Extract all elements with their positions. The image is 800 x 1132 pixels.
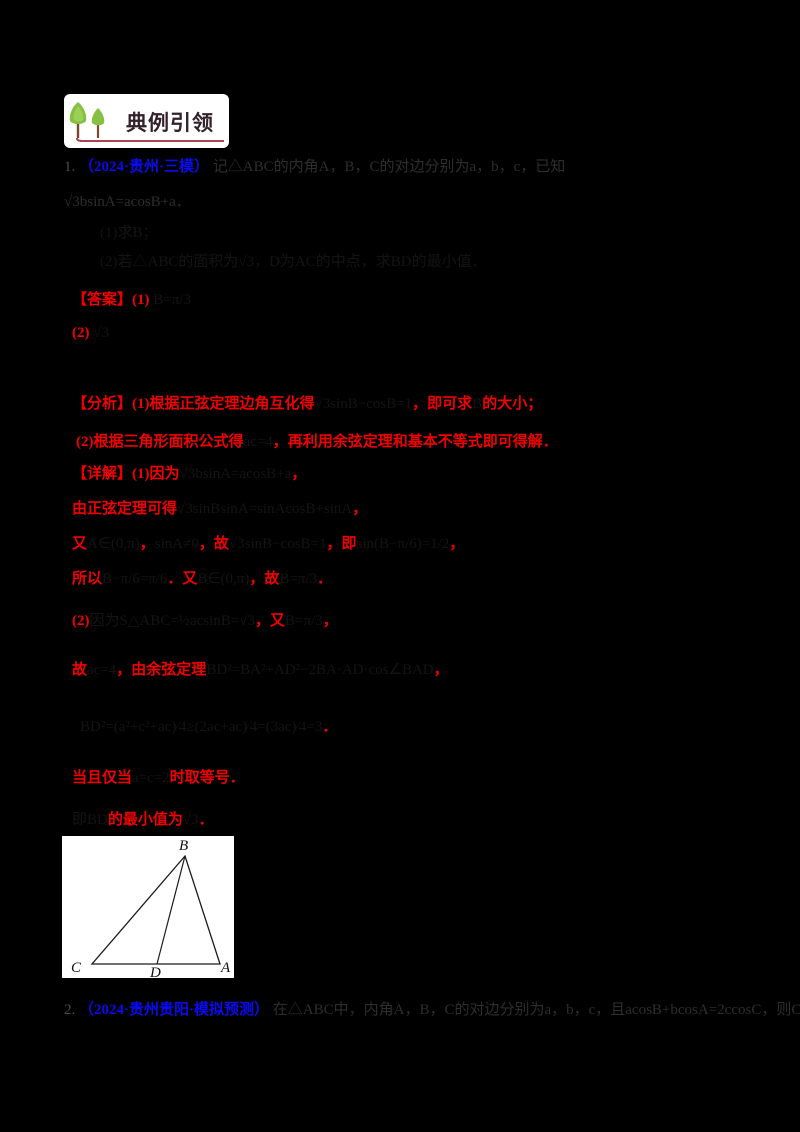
section-title: 典例引领 <box>126 112 214 135</box>
detail-line8: 当且仅当a=c=2时取等号． <box>72 766 245 787</box>
detail-l8c: 时取等号． <box>169 770 245 786</box>
vertex-label-C: C <box>71 960 82 976</box>
detail-line9: 即BD的最小值为√3． <box>72 808 214 829</box>
analysis-l2b: ac=4 <box>243 434 273 450</box>
problem1-statement: 记△ABC的内角A，B，C的对边分别为a，b，c，已知 <box>212 159 566 175</box>
detail-l3e: ，故 <box>198 536 229 552</box>
detail-line1: 【详解】(1)因为√3bsinA=acosB+a， <box>72 462 306 483</box>
answer-label: 【答案】(1) <box>72 292 150 308</box>
detail-l6e: ， <box>433 662 449 678</box>
analysis-line2: (2)根据三角形面积公式得ac=4，再利用余弦定理和基本不等式即可得解． <box>76 430 558 451</box>
detail-l6d: BD²=BA²+AD²−2BA·AD·cos∠BAD <box>206 662 434 678</box>
detail-l9a: 即BD <box>72 812 108 828</box>
problem1-q2: (2)若△ABC的面积为√3，D为AC的中点，求BD的最小值． <box>100 250 487 271</box>
detail-l2a: 由正弦定理可得 <box>72 501 178 517</box>
detail-l4g: ． <box>317 571 333 587</box>
detail-line7: BD²=(a²+c²+ac)∕4≥(2ac+ac)∕4=(3ac)∕4=3． <box>80 715 337 736</box>
analysis-l1a: 【分析】(1)根据正弦定理边角互化得 <box>72 396 315 412</box>
analysis-line1: 【分析】(1)根据正弦定理边角互化得√3sinB−cosB=1，即可求B的大小； <box>72 392 542 413</box>
detail-l7b: ． <box>322 719 338 735</box>
analysis-l1b: √3sinB−cosB=1 <box>314 396 413 412</box>
problem1-line2: √3bsinA=acosB+a． <box>64 190 191 211</box>
detail-l6a: 故 <box>72 662 88 678</box>
detail-l2b: √3sinBsinA=sinAcosB+sinA <box>177 501 353 517</box>
detail-l1a: 【详解】(1)因为 <box>72 466 180 482</box>
detail-l5d: 又 <box>269 613 285 629</box>
answer-label2: (2) <box>72 325 90 341</box>
problem1-statement-math: √3bsinA=acosB+a． <box>64 194 191 210</box>
vertex-label-A: A <box>220 960 231 976</box>
detail-line2: 由正弦定理可得√3sinBsinA=sinAcosB+sinA， <box>72 497 367 518</box>
detail-l4e: ，故 <box>249 571 280 587</box>
section-header: 典例引领 <box>64 94 229 148</box>
trees-icon <box>69 102 224 142</box>
problem2-line1: 2. （2024·贵州贵阳·模拟预测） 在△ABC中，内角A，B，C的对边分别为… <box>64 998 800 1019</box>
analysis-l1e: 的大小； <box>482 396 543 412</box>
detail-l1b: √3bsinA=acosB+a <box>179 466 292 482</box>
detail-l1c: ， <box>291 466 307 482</box>
problem1-line1: 1. （2024·贵州·三模） 记△ABC的内角A，B，C的对边分别为a，b，c… <box>64 155 565 176</box>
answer-value2: √3 <box>93 325 109 341</box>
detail-l7a: BD²=(a²+c²+ac)∕4≥(2ac+ac)∕4=(3ac)∕4=3 <box>80 719 323 735</box>
detail-l8a: 当且仅当 <box>72 770 133 786</box>
triangle-diagram: B C D A <box>62 836 234 981</box>
detail-l9b: 的最小值为 <box>107 812 183 828</box>
analysis-l1c: ，即可求 <box>412 396 473 412</box>
detail-l3d: sinA≠0 <box>154 536 199 552</box>
detail-l3a: 又 <box>72 536 88 552</box>
detail-l3i: ， <box>449 536 465 552</box>
problem1-source-tag: （2024·贵州·三模） <box>79 159 210 175</box>
detail-line3: 又A∈(0,π)，sinA≠0，故√3sinB−cosB=1，即sin(B−π/… <box>72 532 464 553</box>
detail-line4: 所以B−π/6=π/6．又B∈(0,π)，故B=π/3． <box>72 567 332 588</box>
detail-l5e: B=π/3 <box>284 613 323 629</box>
detail-l4b: B−π/6=π/6 <box>102 571 168 587</box>
vertex-label-D: D <box>149 965 161 978</box>
detail-l4f: B=π/3 <box>279 571 318 587</box>
detail-l4c: ．又 <box>167 571 198 587</box>
answer-line2: (2) √3 <box>72 325 109 342</box>
problem2-source-tag: （2024·贵州贵阳·模拟预测） <box>79 1002 270 1018</box>
detail-l3f: √3sinB−cosB=1 <box>228 536 327 552</box>
problem2-number: 2. <box>64 1002 76 1018</box>
detail-l2c: ， <box>352 501 368 517</box>
detail-l3h: sin(B−π/6)=1/2 <box>356 536 450 552</box>
problem1-q1: (1)求B； <box>100 221 158 242</box>
detail-l4d: B∈(0,π) <box>197 571 250 587</box>
detail-line6: 故ac=4，由余弦定理BD²=BA²+AD²−2BA·AD·cos∠BAD， <box>72 658 449 679</box>
detail-l9d: ． <box>198 812 214 828</box>
analysis-l2c: ，再利用余弦定理和基本不等式即可得解． <box>272 434 558 450</box>
detail-line5: (2)因为S△ABC=½acsinB=√3，又B=π/3， <box>72 609 338 630</box>
detail-l6b: ac=4 <box>87 662 117 678</box>
problem1-q2-text: (2)若△ABC的面积为√3，D为AC的中点，求BD的最小值． <box>100 254 487 270</box>
detail-l3b: A∈(0,π) <box>87 536 140 552</box>
analysis-l2a: (2)根据三角形面积公式得 <box>76 434 244 450</box>
detail-l5b: 因为S△ABC=½acsinB=√3 <box>89 613 255 629</box>
detail-l5c: ， <box>254 613 270 629</box>
answer-value1: B=π/3 <box>153 292 191 308</box>
detail-l5f: ， <box>322 613 338 629</box>
problem1-number: 1. <box>64 159 76 175</box>
detail-l9c: √3 <box>182 812 199 828</box>
detail-l8b: a=c=2 <box>132 770 170 786</box>
problem1-q1-text: (1)求B； <box>100 225 158 241</box>
detail-l5a: (2) <box>72 613 90 629</box>
problem2-statement: 在△ABC中，内角A，B，C的对边分别为a，b，c，且acosB+bcosA=2… <box>272 1002 800 1018</box>
detail-l3c: ， <box>139 536 155 552</box>
detail-l4a: 所以 <box>72 571 103 587</box>
answer-line1: 【答案】(1) B=π/3 <box>72 288 191 309</box>
triangle-figure: B C D A <box>62 836 234 981</box>
detail-l6c: ，由余弦定理 <box>116 662 207 678</box>
detail-l3g: ，即 <box>326 536 357 552</box>
analysis-l1d: B <box>472 396 483 412</box>
vertex-label-B: B <box>179 838 188 854</box>
